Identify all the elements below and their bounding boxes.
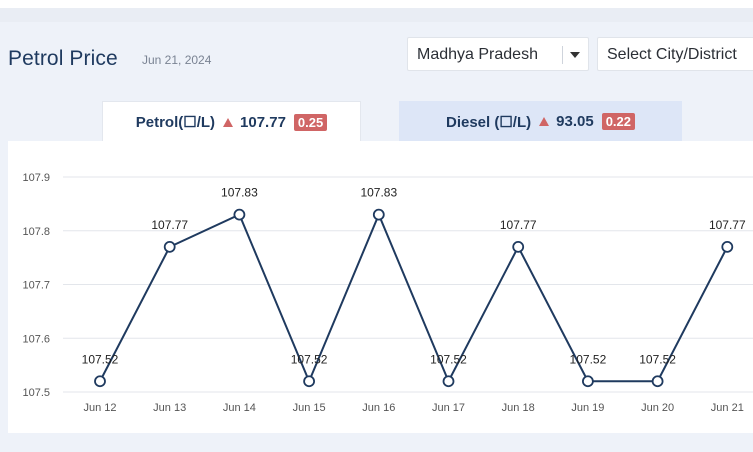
tab-petrol-label: Petrol(☐/L): [135, 114, 216, 131]
city-select[interactable]: Select City/District: [597, 37, 753, 71]
data-label: 107.83: [221, 186, 258, 200]
select-divider: [562, 46, 563, 64]
data-label: 107.52: [639, 352, 676, 366]
data-label: 107.52: [82, 352, 119, 366]
data-label: 107.77: [500, 218, 537, 232]
price-up-icon: [223, 117, 234, 127]
tab-diesel-label: Diesel (☐/L): [446, 113, 532, 131]
data-point: [512, 240, 525, 253]
x-tick-label: Jun 20: [641, 402, 674, 414]
y-tick-label: 107.5: [22, 387, 50, 399]
state-select[interactable]: Madhya Pradesh: [407, 37, 589, 71]
data-label: 107.52: [291, 352, 328, 366]
state-select-value: Madhya Pradesh: [417, 46, 538, 63]
price-up-icon: [539, 117, 550, 126]
top-strip: [0, 0, 753, 8]
price-chart: 107.5 107.6 107.7 107.8 107.9 Jun 12 Jun 13 Jun…: [8, 141, 753, 433]
x-tick-label: Jun 13: [153, 402, 186, 414]
data-point: [303, 375, 316, 388]
data-point: [163, 240, 176, 253]
data-point: [94, 375, 106, 388]
series-line: [99, 212, 729, 384]
city-select-placeholder: Select City/District: [607, 46, 737, 63]
data-point: [721, 240, 734, 253]
chevron-down-icon[interactable]: [570, 52, 580, 58]
x-tick-label: Jun 16: [362, 402, 395, 414]
page-title: Petrol Price: [8, 47, 118, 70]
tab-petrol[interactable]: Petrol(☐/L) 107.77 0.25: [102, 101, 361, 142]
tab-petrol-change-badge: 0.25: [293, 113, 328, 131]
data-label: 107.52: [430, 352, 467, 366]
x-tick-label: Jun 18: [502, 402, 535, 414]
data-point: [582, 375, 594, 388]
x-tick-label: Jun 17: [432, 402, 465, 414]
x-tick-label: Jun 15: [293, 402, 326, 414]
x-tick-label: Jun 21: [711, 402, 744, 414]
data-label: 107.83: [360, 186, 397, 200]
y-tick-label: 107.9: [22, 172, 50, 184]
data-point: [233, 208, 246, 221]
tab-diesel-price: 93.05: [556, 113, 594, 130]
panel-bottom: [0, 433, 753, 452]
data-point: [372, 208, 385, 221]
tab-diesel-change-badge: 0.22: [601, 113, 635, 130]
data-point: [442, 375, 455, 388]
y-tick-label: 107.7: [22, 280, 50, 292]
tab-diesel[interactable]: Diesel (☐/L) 93.05 0.22: [399, 101, 682, 142]
data-point: [651, 375, 664, 388]
x-tick-label: Jun 12: [83, 402, 116, 414]
x-tick-label: Jun 14: [223, 402, 256, 414]
data-label: 107.52: [570, 352, 607, 366]
tab-petrol-price: 107.77: [240, 113, 286, 131]
y-tick-label: 107.6: [22, 333, 50, 345]
page-date: Jun 21, 2024: [142, 53, 212, 67]
x-tick-label: Jun 19: [571, 402, 604, 414]
y-tick-label: 107.8: [22, 226, 50, 238]
line-chart-svg: 107.5 107.6 107.7 107.8 107.9 Jun 12 Jun 13 Jun…: [22, 172, 753, 414]
data-label: 107.77: [151, 218, 188, 232]
data-label: 107.77: [709, 218, 746, 232]
